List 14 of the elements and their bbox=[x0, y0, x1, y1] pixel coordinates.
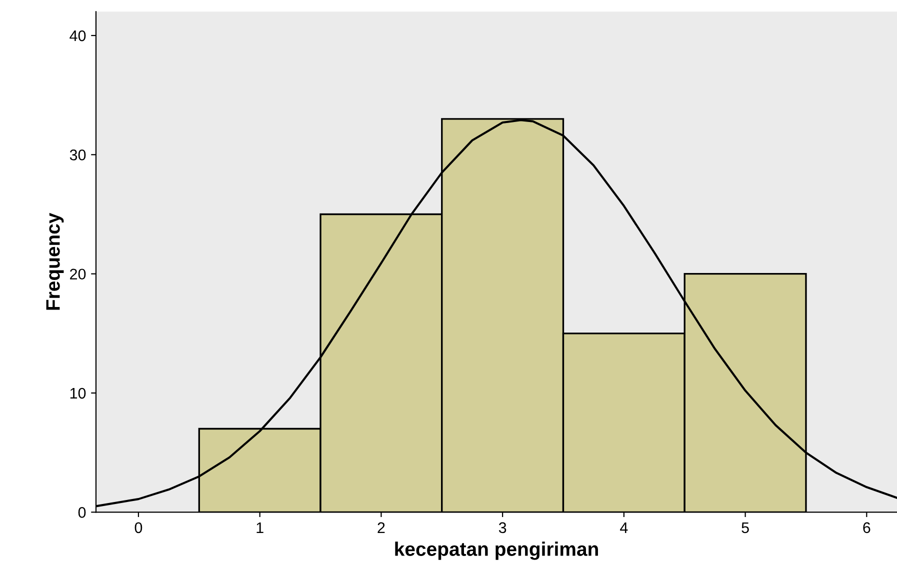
y-tick-label: 20 bbox=[70, 268, 86, 280]
y-tick-label: 40 bbox=[70, 30, 86, 42]
x-axis-title: kecepatan pengiriman bbox=[395, 542, 598, 560]
x-tick-label: 6 bbox=[863, 522, 870, 534]
x-tick-label: 0 bbox=[134, 522, 142, 534]
x-tick-label: 4 bbox=[620, 522, 628, 533]
y-tick-label: 30 bbox=[70, 150, 86, 160]
x-tick-label: 5 bbox=[742, 522, 749, 534]
y-tick-label: 10 bbox=[70, 388, 86, 399]
x-tick-label: 2 bbox=[378, 522, 385, 533]
y-axis-title: Frequency bbox=[46, 212, 64, 310]
x-tick-label: 1 bbox=[256, 522, 264, 533]
y-tick-label: 0 bbox=[78, 507, 86, 518]
x-tick-label: 3 bbox=[498, 522, 506, 534]
